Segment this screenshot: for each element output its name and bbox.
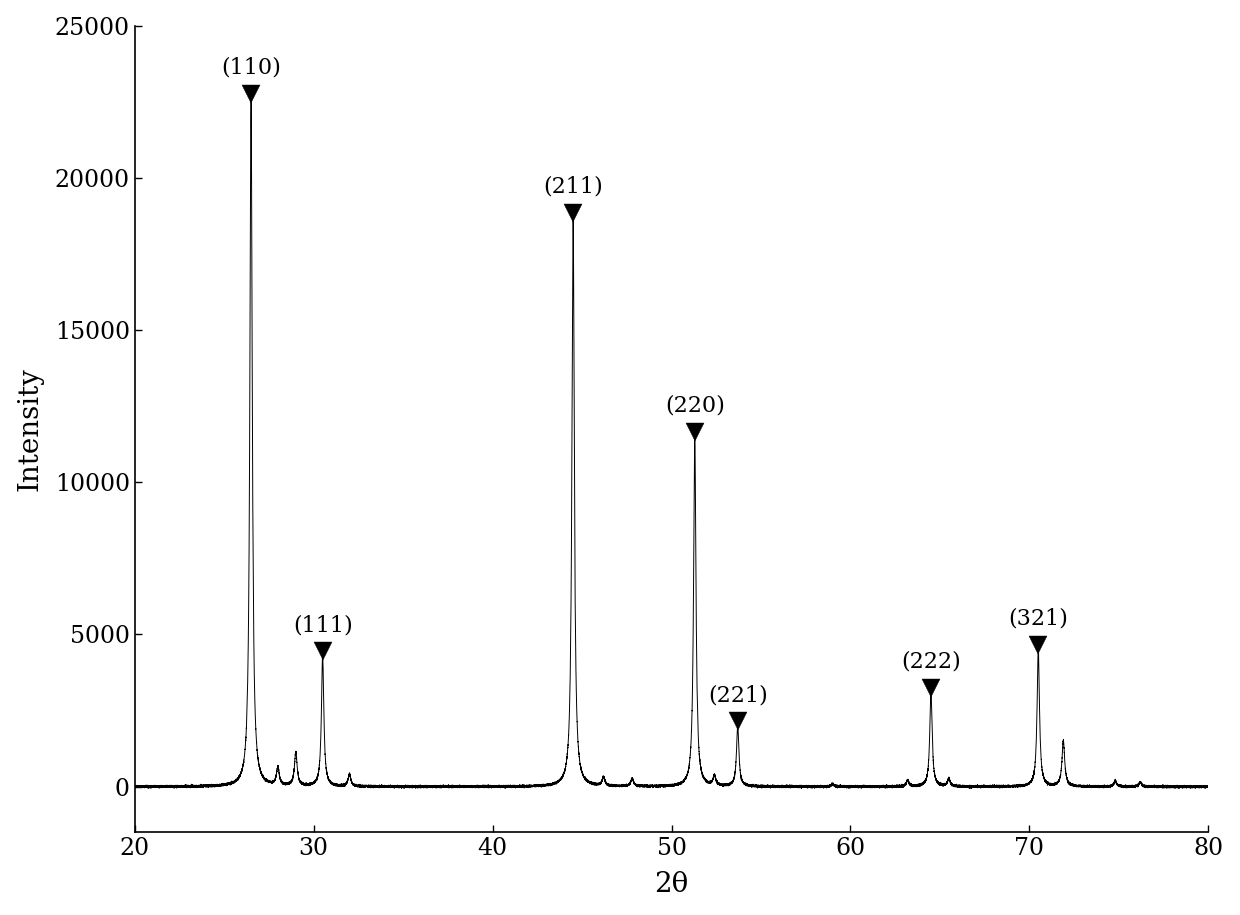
Text: (222): (222)	[901, 651, 961, 673]
Y-axis label: Intensity: Intensity	[16, 367, 43, 491]
Text: (111): (111)	[293, 614, 352, 636]
Text: (110): (110)	[221, 57, 281, 79]
Text: (220): (220)	[665, 395, 724, 417]
Text: (321): (321)	[1008, 608, 1068, 630]
Text: (211): (211)	[543, 176, 603, 198]
X-axis label: 2θ: 2θ	[655, 871, 688, 899]
Text: (221): (221)	[708, 684, 768, 706]
